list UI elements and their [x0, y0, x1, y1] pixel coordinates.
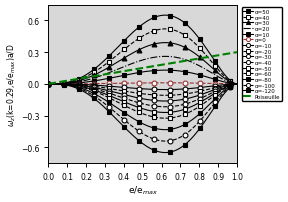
X-axis label: e/e$_{max}$: e/e$_{max}$: [128, 184, 158, 197]
Y-axis label: $\omega_z$(k=0.29,e/e$_{max}$)a/D: $\omega_z$(k=0.29,e/e$_{max}$)a/D: [5, 43, 18, 126]
Legend: α=50, α=40, α=30, α=20, α=10, α=0, α=-10, α=-20, α=-30, α=-40, α=-50, α=-60, α=-: α=50, α=40, α=30, α=20, α=10, α=0, α=-10…: [242, 8, 282, 101]
